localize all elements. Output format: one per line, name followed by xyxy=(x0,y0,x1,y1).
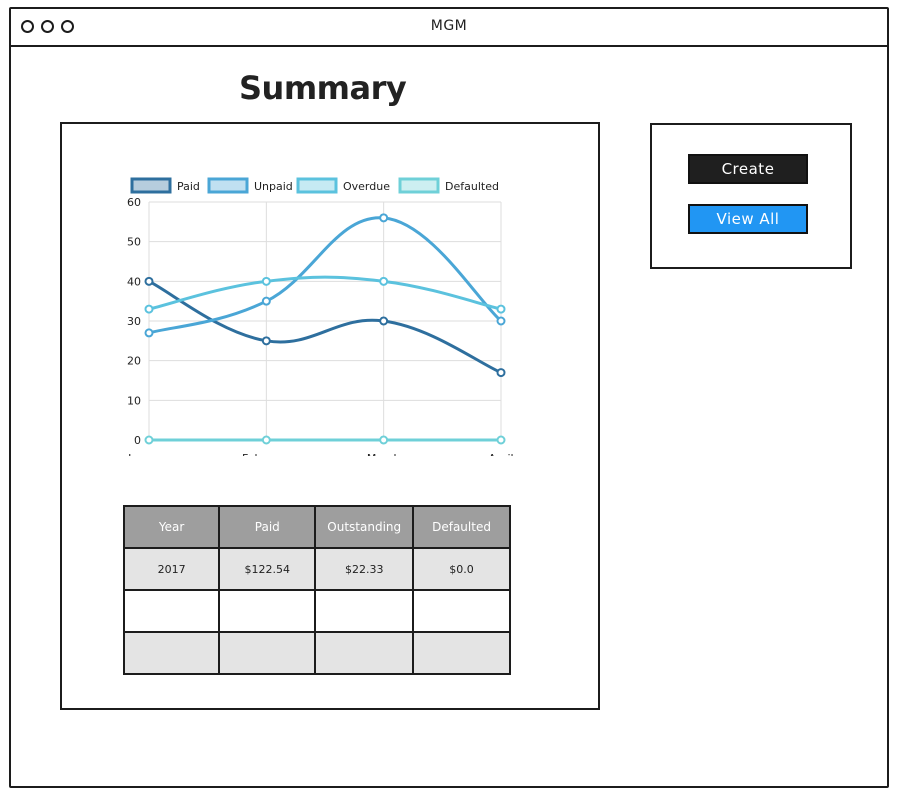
view-all-button[interactable]: View All xyxy=(688,204,808,234)
data-point xyxy=(496,304,506,314)
table-cell xyxy=(218,631,317,675)
maximize-window-icon[interactable] xyxy=(61,20,74,33)
y-tick-label: 0 xyxy=(134,434,141,447)
table-header-paid: Paid xyxy=(218,505,317,549)
legend-swatch xyxy=(296,177,338,194)
table-row xyxy=(122,589,511,633)
data-point xyxy=(144,276,154,286)
x-tick-label: April xyxy=(488,452,513,456)
y-tick-label: 20 xyxy=(127,355,141,368)
table-row: 2017 $122.54 $22.33 $0.0 xyxy=(122,547,511,591)
series-line xyxy=(147,216,503,335)
data-point xyxy=(261,435,271,445)
x-tick-label: March xyxy=(367,452,401,456)
table-header-outstanding: Outstanding xyxy=(314,505,415,549)
summary-table: Year Paid Outstanding Defaulted 2017 $12… xyxy=(122,505,511,675)
y-tick-label: 40 xyxy=(127,275,141,288)
series-line xyxy=(147,279,503,375)
y-tick-label: 60 xyxy=(127,196,141,209)
app-window: MGM Summary 0 10 20 30 40 50 60 January February… xyxy=(9,7,889,788)
y-tick-label: 30 xyxy=(127,315,141,328)
summary-line-chart: 0 10 20 30 40 50 60 January February March April Pa… xyxy=(127,177,514,456)
create-button[interactable]: Create xyxy=(688,154,808,184)
x-tick-label: January xyxy=(127,452,170,456)
table-cell xyxy=(122,589,221,633)
y-tick-label: 50 xyxy=(127,236,141,249)
table-row xyxy=(122,631,511,675)
table-cell: $22.33 xyxy=(314,547,415,591)
data-point xyxy=(379,276,389,286)
legend-label: Defaulted xyxy=(445,180,499,193)
table-cell xyxy=(314,589,415,633)
table-header-defaulted: Defaulted xyxy=(412,505,511,549)
table-cell xyxy=(412,631,511,675)
legend-swatch xyxy=(130,177,172,194)
table-cell xyxy=(218,589,317,633)
legend-label: Unpaid xyxy=(254,180,293,193)
data-point xyxy=(144,328,154,338)
table-cell: $0.0 xyxy=(412,547,511,591)
data-point xyxy=(144,304,154,314)
table-cell xyxy=(412,589,511,633)
legend-swatch xyxy=(398,177,440,194)
table-cell xyxy=(122,631,221,675)
table-cell: 2017 xyxy=(122,547,221,591)
legend-label: Overdue xyxy=(343,180,390,193)
legend-label: Paid xyxy=(177,180,200,193)
x-tick-label: February xyxy=(242,452,291,456)
series-line xyxy=(147,275,503,311)
y-tick-label: 10 xyxy=(127,394,141,407)
title-bar: MGM xyxy=(11,9,887,47)
data-point xyxy=(496,316,506,326)
table-cell xyxy=(314,631,415,675)
summary-card: 0 10 20 30 40 50 60 January February March April Pa… xyxy=(60,122,600,710)
page-title: Summary xyxy=(239,69,407,107)
data-point xyxy=(379,435,389,445)
window-controls xyxy=(21,20,74,33)
data-point xyxy=(379,213,389,223)
table-header-year: Year xyxy=(122,505,221,549)
window-title: MGM xyxy=(430,18,468,34)
data-point xyxy=(261,336,271,346)
data-point xyxy=(261,276,271,286)
data-point xyxy=(144,435,154,445)
table-header-row: Year Paid Outstanding Defaulted xyxy=(122,505,511,549)
minimize-window-icon[interactable] xyxy=(41,20,54,33)
data-point xyxy=(261,296,271,306)
legend-swatch xyxy=(207,177,249,194)
actions-card: Create View All xyxy=(650,123,852,269)
data-point xyxy=(496,435,506,445)
close-window-icon[interactable] xyxy=(21,20,34,33)
data-point xyxy=(496,368,506,378)
data-point xyxy=(379,316,389,326)
table-cell: $122.54 xyxy=(218,547,317,591)
